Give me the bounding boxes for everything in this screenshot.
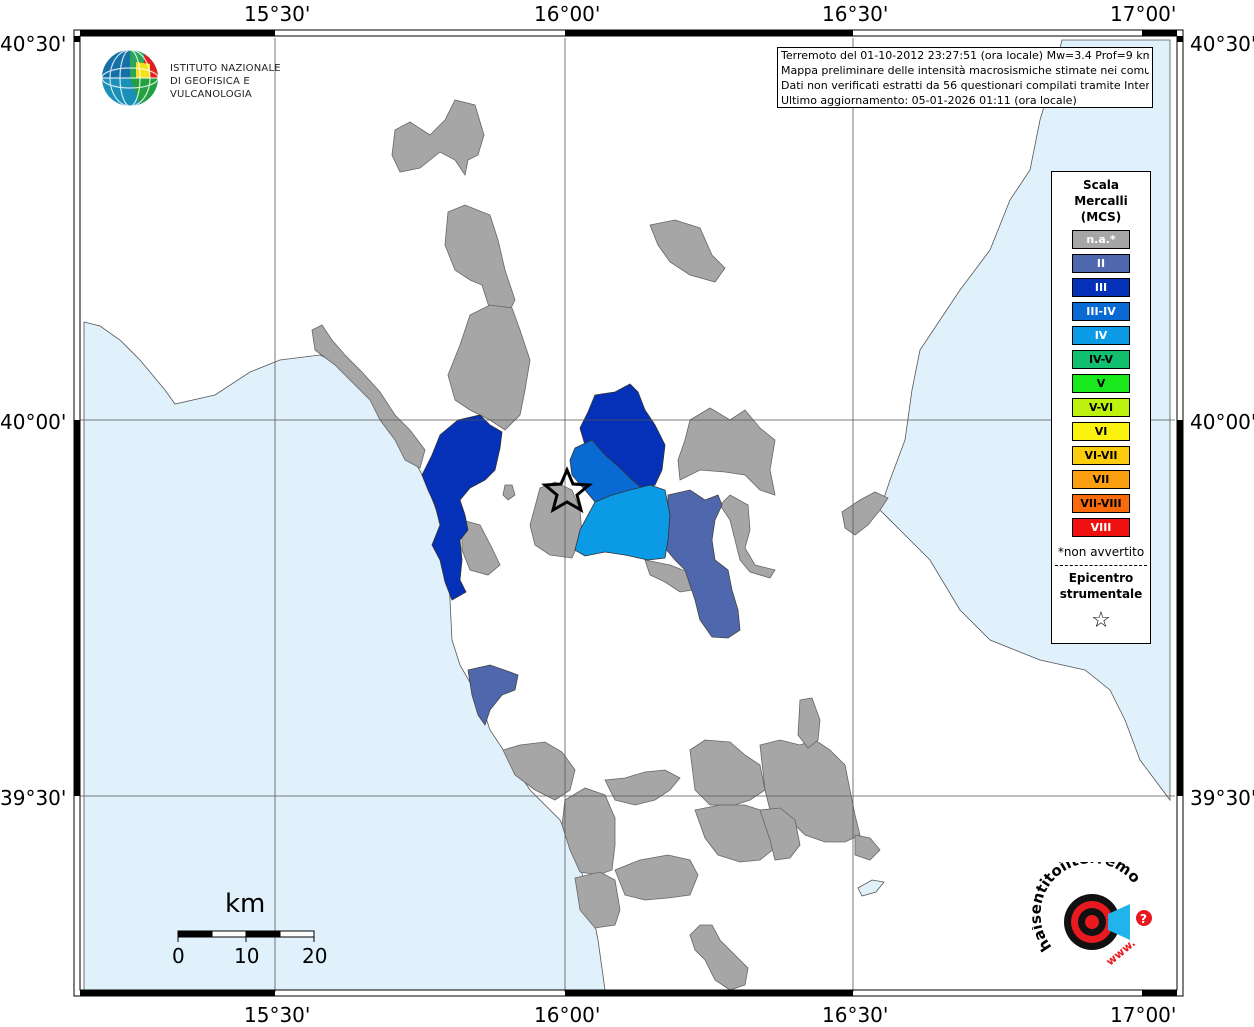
- map-frame: [73, 29, 1184, 997]
- question-icon: [1136, 910, 1152, 926]
- coord-left-3: 39°30': [0, 786, 67, 810]
- legend-item: III-IV: [1072, 302, 1130, 321]
- legend-items: n.a.* II III III-IV IV IV-V V V-VI VI VI-VII VII VI…: [1052, 230, 1150, 537]
- legend-item: V: [1072, 374, 1130, 393]
- ingv-name-line2: DI GEOFISICA E VULCANOLOGIA: [170, 76, 252, 100]
- small-lake: [857, 879, 885, 897]
- coord-left-1: 40°30': [0, 32, 67, 56]
- legend-item: VI-VII: [1072, 446, 1130, 465]
- scale-label-20: 20: [302, 944, 328, 968]
- legend-item: IV: [1072, 326, 1130, 345]
- legend-title: Scala Mercalli (MCS): [1052, 177, 1150, 225]
- event-info-line2: Mappa preliminare delle intensità macros…: [781, 64, 1149, 77]
- legend-item: VI: [1072, 422, 1130, 441]
- legend-item: V-VI: [1072, 398, 1130, 417]
- coord-top-1: 15°30': [244, 2, 311, 26]
- coord-right-1: 40°30': [1190, 32, 1254, 56]
- legend-item: VII-VIII: [1072, 494, 1130, 513]
- legend-item: IV-V: [1072, 350, 1130, 369]
- globe-icon: [101, 49, 159, 107]
- event-info-line3: Dati non verificati estratti da 56 quest…: [781, 79, 1149, 92]
- legend-item: II: [1072, 254, 1130, 273]
- megaphone-icon: [1108, 904, 1130, 940]
- legend-item: VII: [1072, 470, 1130, 489]
- legend-epicenter-line2: strumentale: [1059, 587, 1143, 601]
- scale-label-0: 0: [172, 944, 185, 968]
- scale-bar: [177, 930, 315, 942]
- legend-item: n.a.*: [1072, 230, 1130, 249]
- legend-item: VIII: [1072, 518, 1130, 537]
- municipalities-iii: [421, 383, 666, 601]
- coord-top-2: 16°00': [534, 2, 601, 26]
- svg-text:?: ?: [1140, 912, 1147, 926]
- municipalities-iv: [574, 484, 671, 561]
- coord-top-3: 16°30': [822, 2, 889, 26]
- legend-note: *non avvertito: [1057, 545, 1145, 559]
- coord-right-2: 40°00': [1190, 410, 1254, 434]
- coord-bottom-1: 15°30': [244, 1003, 311, 1027]
- legend-epicenter-line1: Epicentro: [1068, 571, 1134, 585]
- legend-epicenter-label: Epicentro strumentale: [1052, 570, 1150, 602]
- ingv-name-line1: ISTITUTO NAZIONALE: [170, 63, 281, 74]
- legend-title-line1: Scala: [1082, 178, 1120, 192]
- event-info-box: Terremoto del 01-10-2012 23:27:51 (ora l…: [777, 47, 1153, 108]
- coord-top-4: 17°00': [1110, 2, 1177, 26]
- event-info-line1: Terremoto del 01-10-2012 23:27:51 (ora l…: [781, 49, 1149, 62]
- event-info-line4: Ultimo aggiornamento: 05-01-2026 01:11 (…: [781, 94, 1077, 107]
- coord-bottom-2: 16°00': [534, 1003, 601, 1027]
- legend-item: III: [1072, 278, 1130, 297]
- mcs-legend: Scala Mercalli (MCS) n.a.* II III III-IV IV I…: [1051, 171, 1151, 644]
- coord-left-2: 40°00': [0, 410, 67, 434]
- legend-title-line3: (MCS): [1080, 210, 1122, 224]
- legend-title-line2: Mercalli: [1074, 194, 1128, 208]
- epicenter-star: [541, 466, 593, 514]
- scale-unit: km: [225, 889, 266, 919]
- municipalities-ii: [467, 489, 741, 726]
- municipalities-na: [311, 99, 889, 991]
- coord-right-3: 39°30': [1190, 786, 1254, 810]
- coord-bottom-3: 16°30': [822, 1003, 889, 1027]
- ingv-logo: ISTITUTO NAZIONALE DI GEOFISICA E VULCAN…: [100, 48, 320, 108]
- legend-separator: [1055, 565, 1147, 566]
- tyrrhenian-sea: [83, 321, 606, 991]
- graticule: [80, 38, 1175, 992]
- legend-star-icon: ☆: [1091, 608, 1111, 633]
- coord-bottom-4: 17°00': [1110, 1003, 1177, 1027]
- scale-label-10: 10: [234, 944, 260, 968]
- haisentito-logo: haisentitoilterremoto.it ? www.: [1026, 848, 1157, 977]
